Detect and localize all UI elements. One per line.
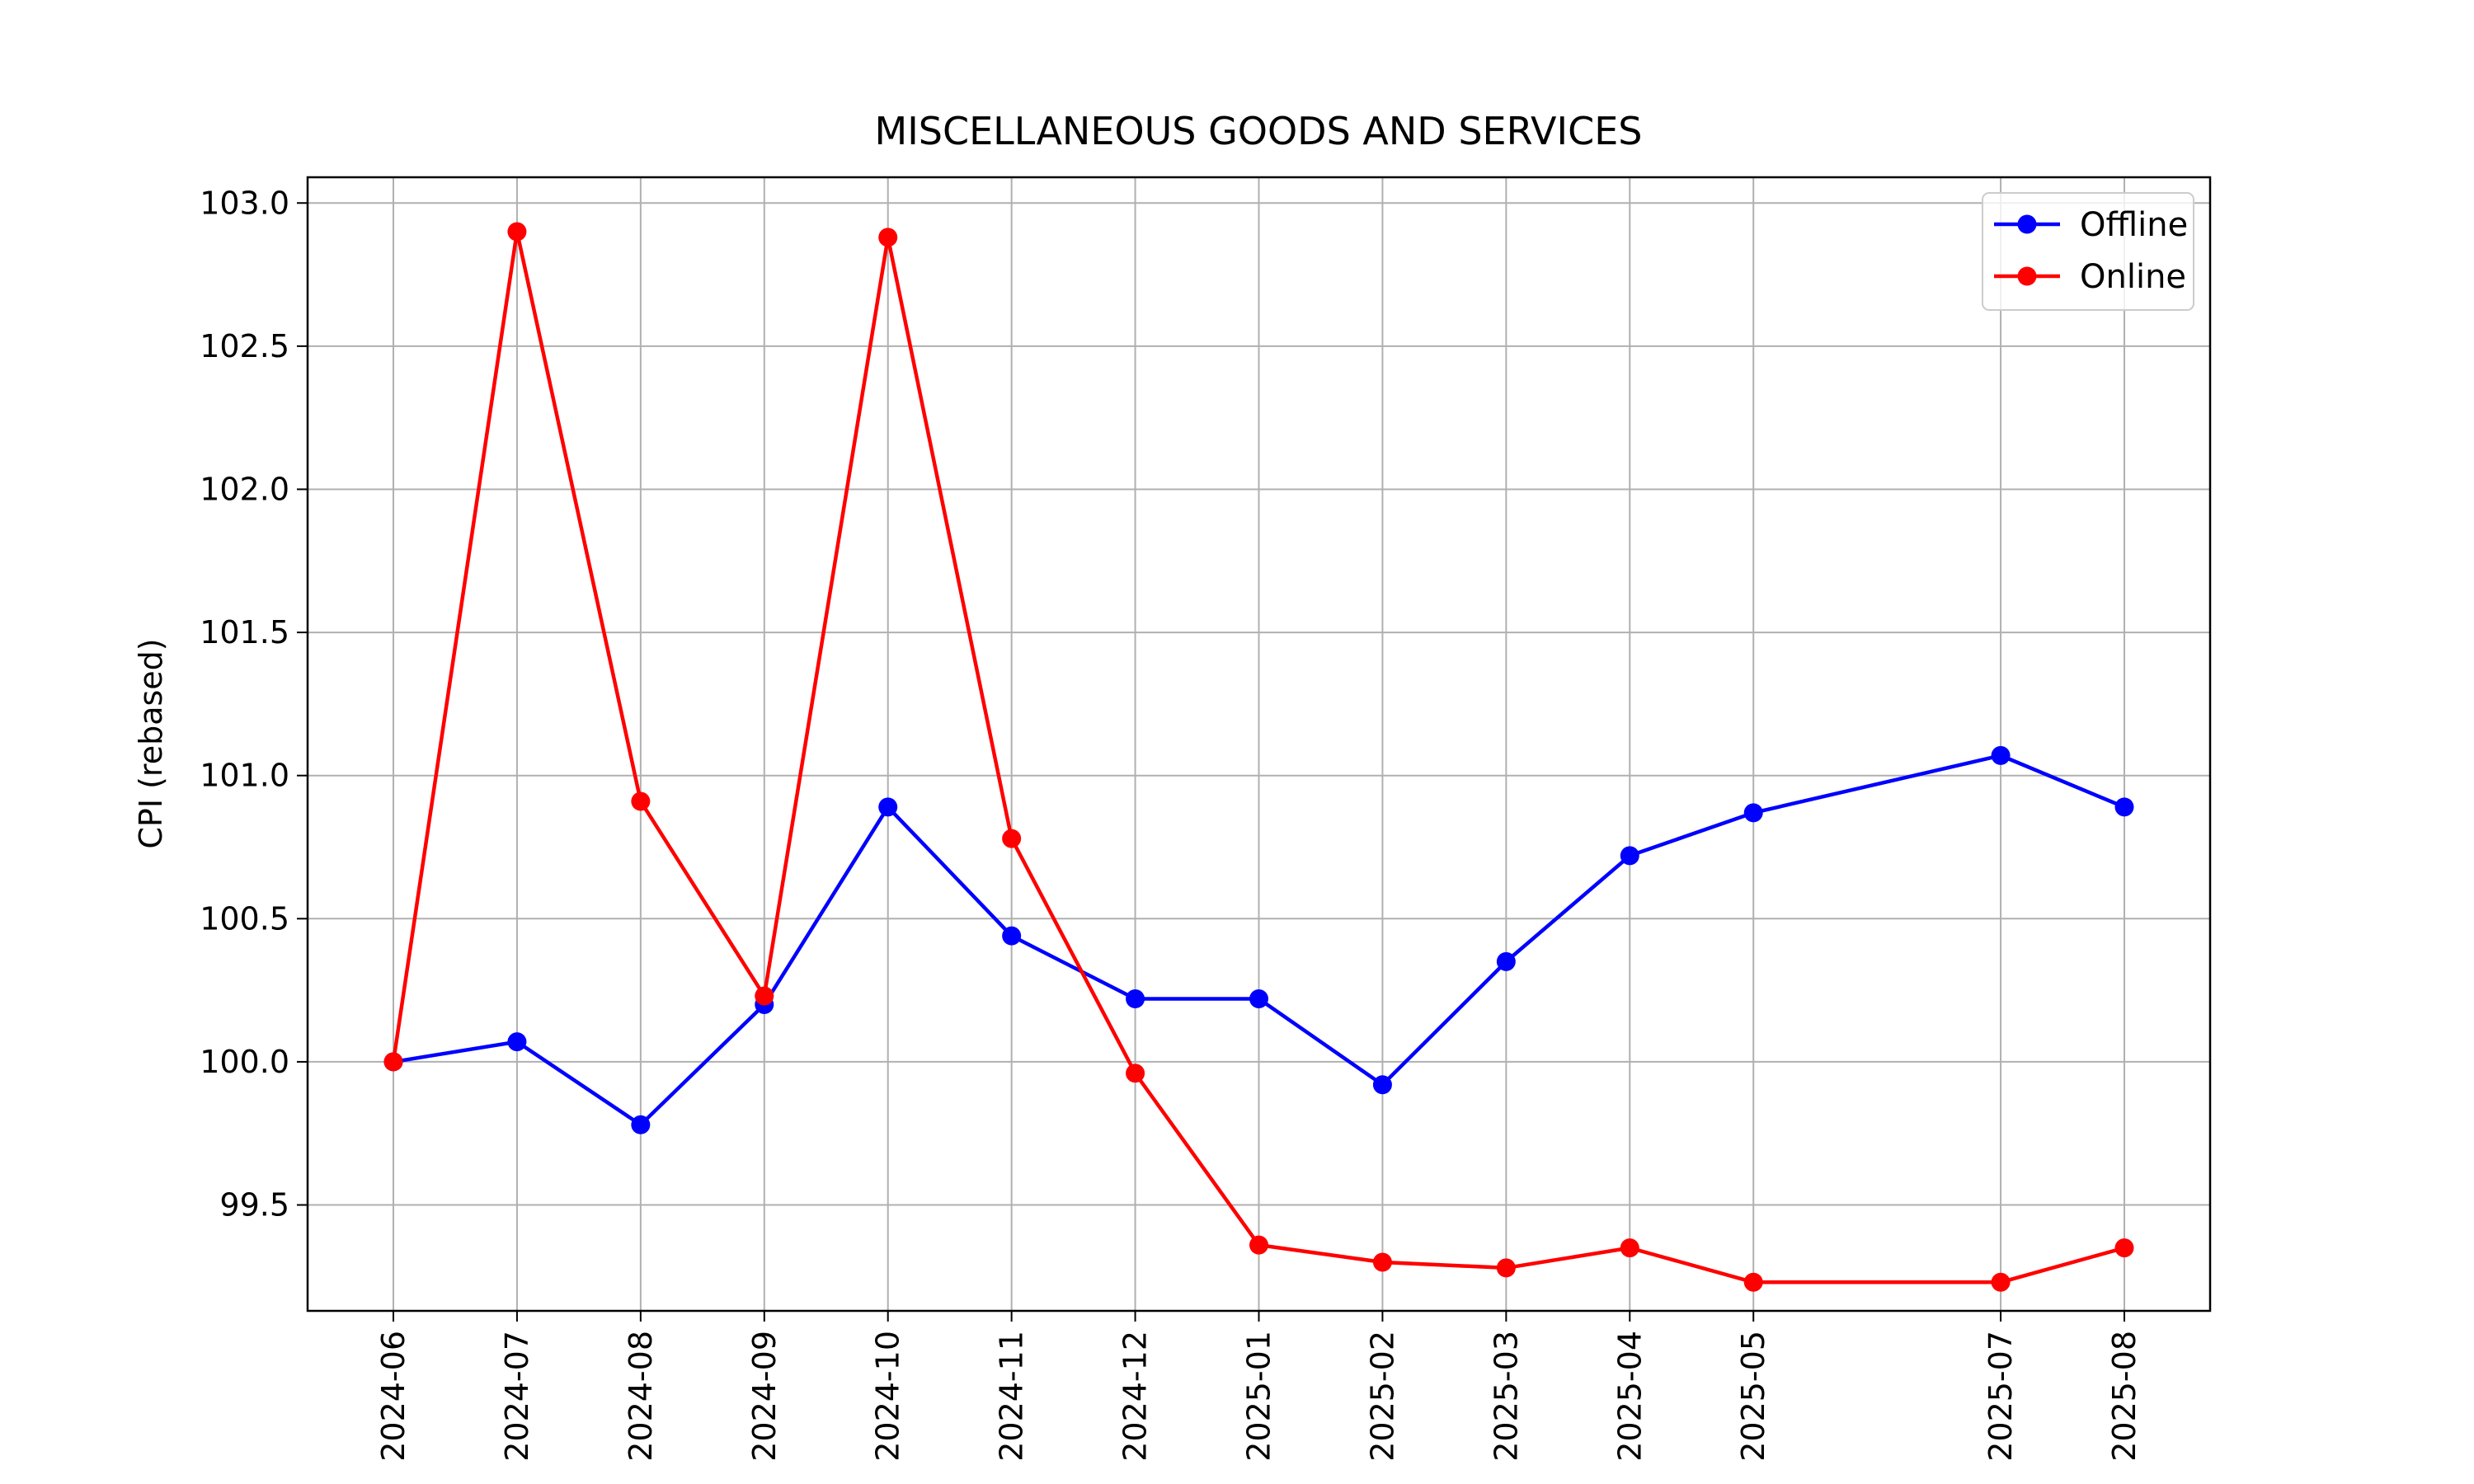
- y-tick-label: 102.5: [200, 328, 289, 364]
- data-point: [878, 797, 898, 817]
- x-tick-label: 2025-08: [2106, 1331, 2142, 1462]
- data-point: [2114, 797, 2134, 817]
- data-point: [1126, 1064, 1145, 1083]
- data-point: [507, 222, 527, 242]
- legend-label: Online: [2080, 258, 2186, 296]
- x-axis: 2024-06 2024-07 2024-08 2024-09 2024-10 2024-…: [375, 1311, 2142, 1462]
- y-tick-label: 101.0: [200, 758, 289, 794]
- data-point: [1991, 1272, 2011, 1292]
- y-tick-label: 103.0: [200, 185, 289, 221]
- data-point: [1743, 803, 1763, 823]
- data-point: [1496, 1258, 1516, 1278]
- x-tick-label: 2024-10: [870, 1331, 906, 1462]
- x-tick-label: 2024-12: [1117, 1331, 1154, 1462]
- series-layer: [383, 222, 2134, 1292]
- legend-marker: [2017, 214, 2037, 234]
- series-offline: [383, 745, 2134, 1134]
- x-tick-label: 2024-06: [375, 1331, 412, 1462]
- legend: Offline Online: [1982, 192, 2194, 311]
- legend-marker: [2017, 266, 2037, 286]
- data-point: [1743, 1272, 1763, 1292]
- series-online: [383, 222, 2134, 1292]
- data-point: [1372, 1252, 1392, 1272]
- legend-label: Offline: [2080, 206, 2188, 244]
- data-point: [878, 228, 898, 247]
- y-axis: 99.5 100.0 100.5 101.0 101.5 102.0 102.5 103.0: [200, 185, 308, 1223]
- x-tick-label: 2025-03: [1488, 1331, 1524, 1462]
- y-axis-label: CPI (rebased): [133, 638, 169, 848]
- x-tick-label: 2025-02: [1364, 1331, 1400, 1462]
- data-point: [1620, 1238, 1639, 1258]
- x-tick-label: 2024-09: [746, 1331, 783, 1462]
- data-point: [1496, 951, 1516, 971]
- data-point: [1249, 1235, 1268, 1255]
- data-point: [1002, 829, 1022, 848]
- data-point: [2114, 1238, 2134, 1258]
- data-point: [631, 791, 651, 811]
- data-point: [507, 1032, 527, 1052]
- x-tick-label: 2025-07: [1982, 1331, 2019, 1462]
- y-tick-label: 101.5: [200, 614, 289, 650]
- data-point: [1126, 989, 1145, 1009]
- y-tick-label: 100.0: [200, 1044, 289, 1080]
- data-point: [1620, 846, 1639, 866]
- chart-title: MISCELLANEOUS GOODS AND SERVICES: [875, 109, 1643, 153]
- x-tick-label: 2025-01: [1241, 1331, 1277, 1462]
- data-point: [631, 1115, 651, 1134]
- x-tick-label: 2024-11: [994, 1331, 1030, 1462]
- data-point: [755, 986, 774, 1006]
- x-tick-label: 2025-05: [1735, 1331, 1771, 1462]
- x-tick-label: 2024-08: [623, 1331, 659, 1462]
- x-tick-label: 2024-07: [499, 1331, 535, 1462]
- data-point: [1372, 1075, 1392, 1095]
- series-line: [391, 229, 2125, 1284]
- y-tick-label: 99.5: [219, 1187, 289, 1223]
- data-point: [1249, 989, 1268, 1009]
- data-point: [1991, 745, 2011, 765]
- x-tick-label: 2025-04: [1611, 1331, 1648, 1462]
- series-line: [393, 754, 2125, 1127]
- data-point: [1002, 926, 1022, 946]
- y-tick-label: 100.5: [200, 900, 289, 937]
- data-point: [383, 1052, 403, 1072]
- y-tick-label: 102.0: [200, 471, 289, 507]
